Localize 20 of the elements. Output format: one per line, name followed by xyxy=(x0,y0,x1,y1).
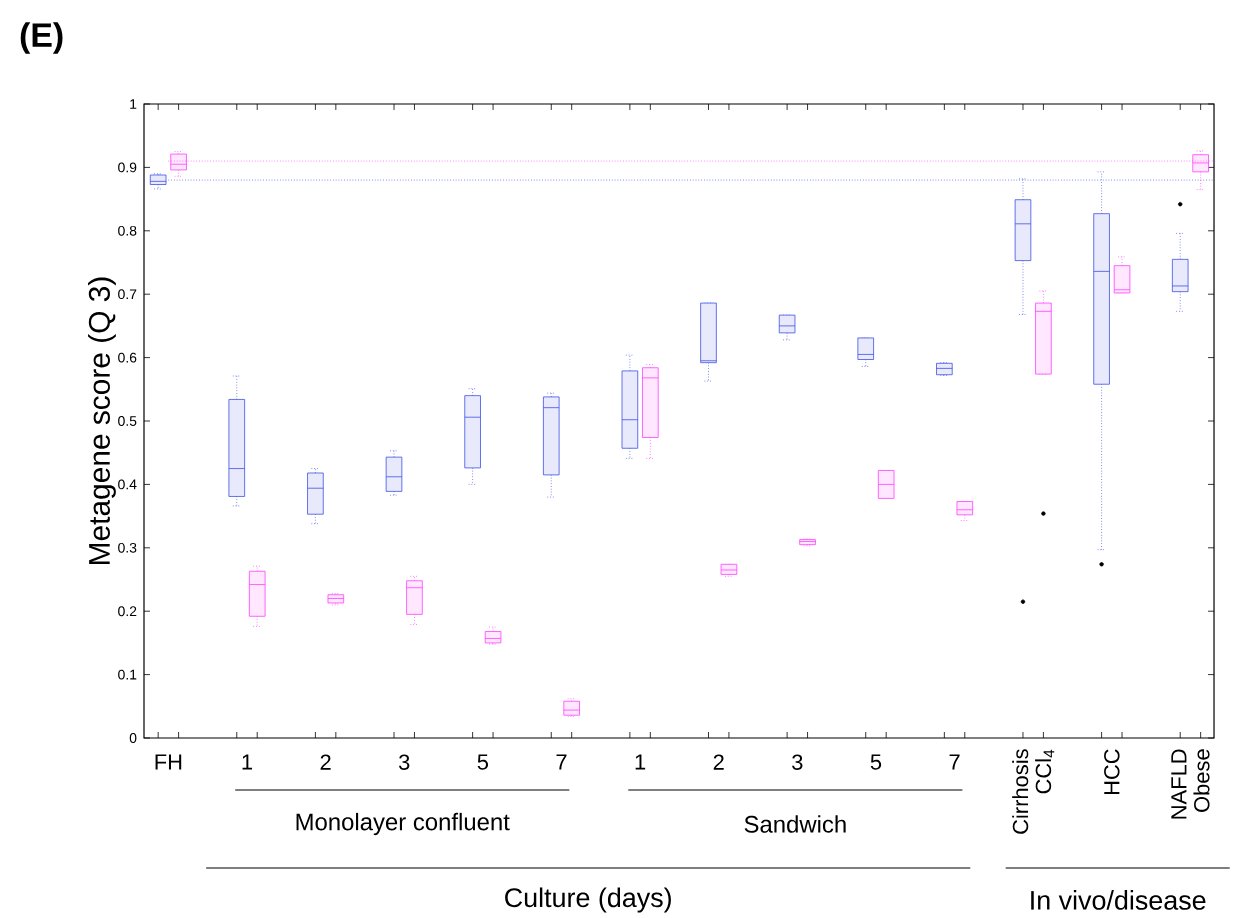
x-tick-label: 2 xyxy=(713,754,724,770)
x-tick-label: 5 xyxy=(870,754,882,770)
y-axis-title: Metagene score (Q 3) xyxy=(88,277,116,564)
x-tick-label: 1 xyxy=(242,754,253,770)
x-tick-label: FH xyxy=(155,754,182,770)
text: Monolayer confluent xyxy=(296,812,510,836)
x-tick-label: 1 xyxy=(635,754,646,770)
chart-title: (E) xyxy=(20,22,63,54)
text: Sandwich xyxy=(744,815,846,833)
x-tick-label: 3 xyxy=(792,754,803,770)
x-tick-label: 7 xyxy=(949,754,960,770)
x-tick-label: HCC xyxy=(1104,749,1120,795)
x-tick-label: NAFLD Obese xyxy=(1171,749,1210,819)
x-tick-label: 5 xyxy=(477,754,489,770)
x-tick-label: 3 xyxy=(398,754,410,770)
x-tick-label: 7 xyxy=(556,754,567,770)
text: In vivo/disease xyxy=(1031,890,1206,910)
text: Culture (days) xyxy=(505,887,671,913)
x-tick-label: 2 xyxy=(320,754,331,770)
x-tick-label: Cirrhosis CCl$_{4}$ xyxy=(1012,749,1055,834)
